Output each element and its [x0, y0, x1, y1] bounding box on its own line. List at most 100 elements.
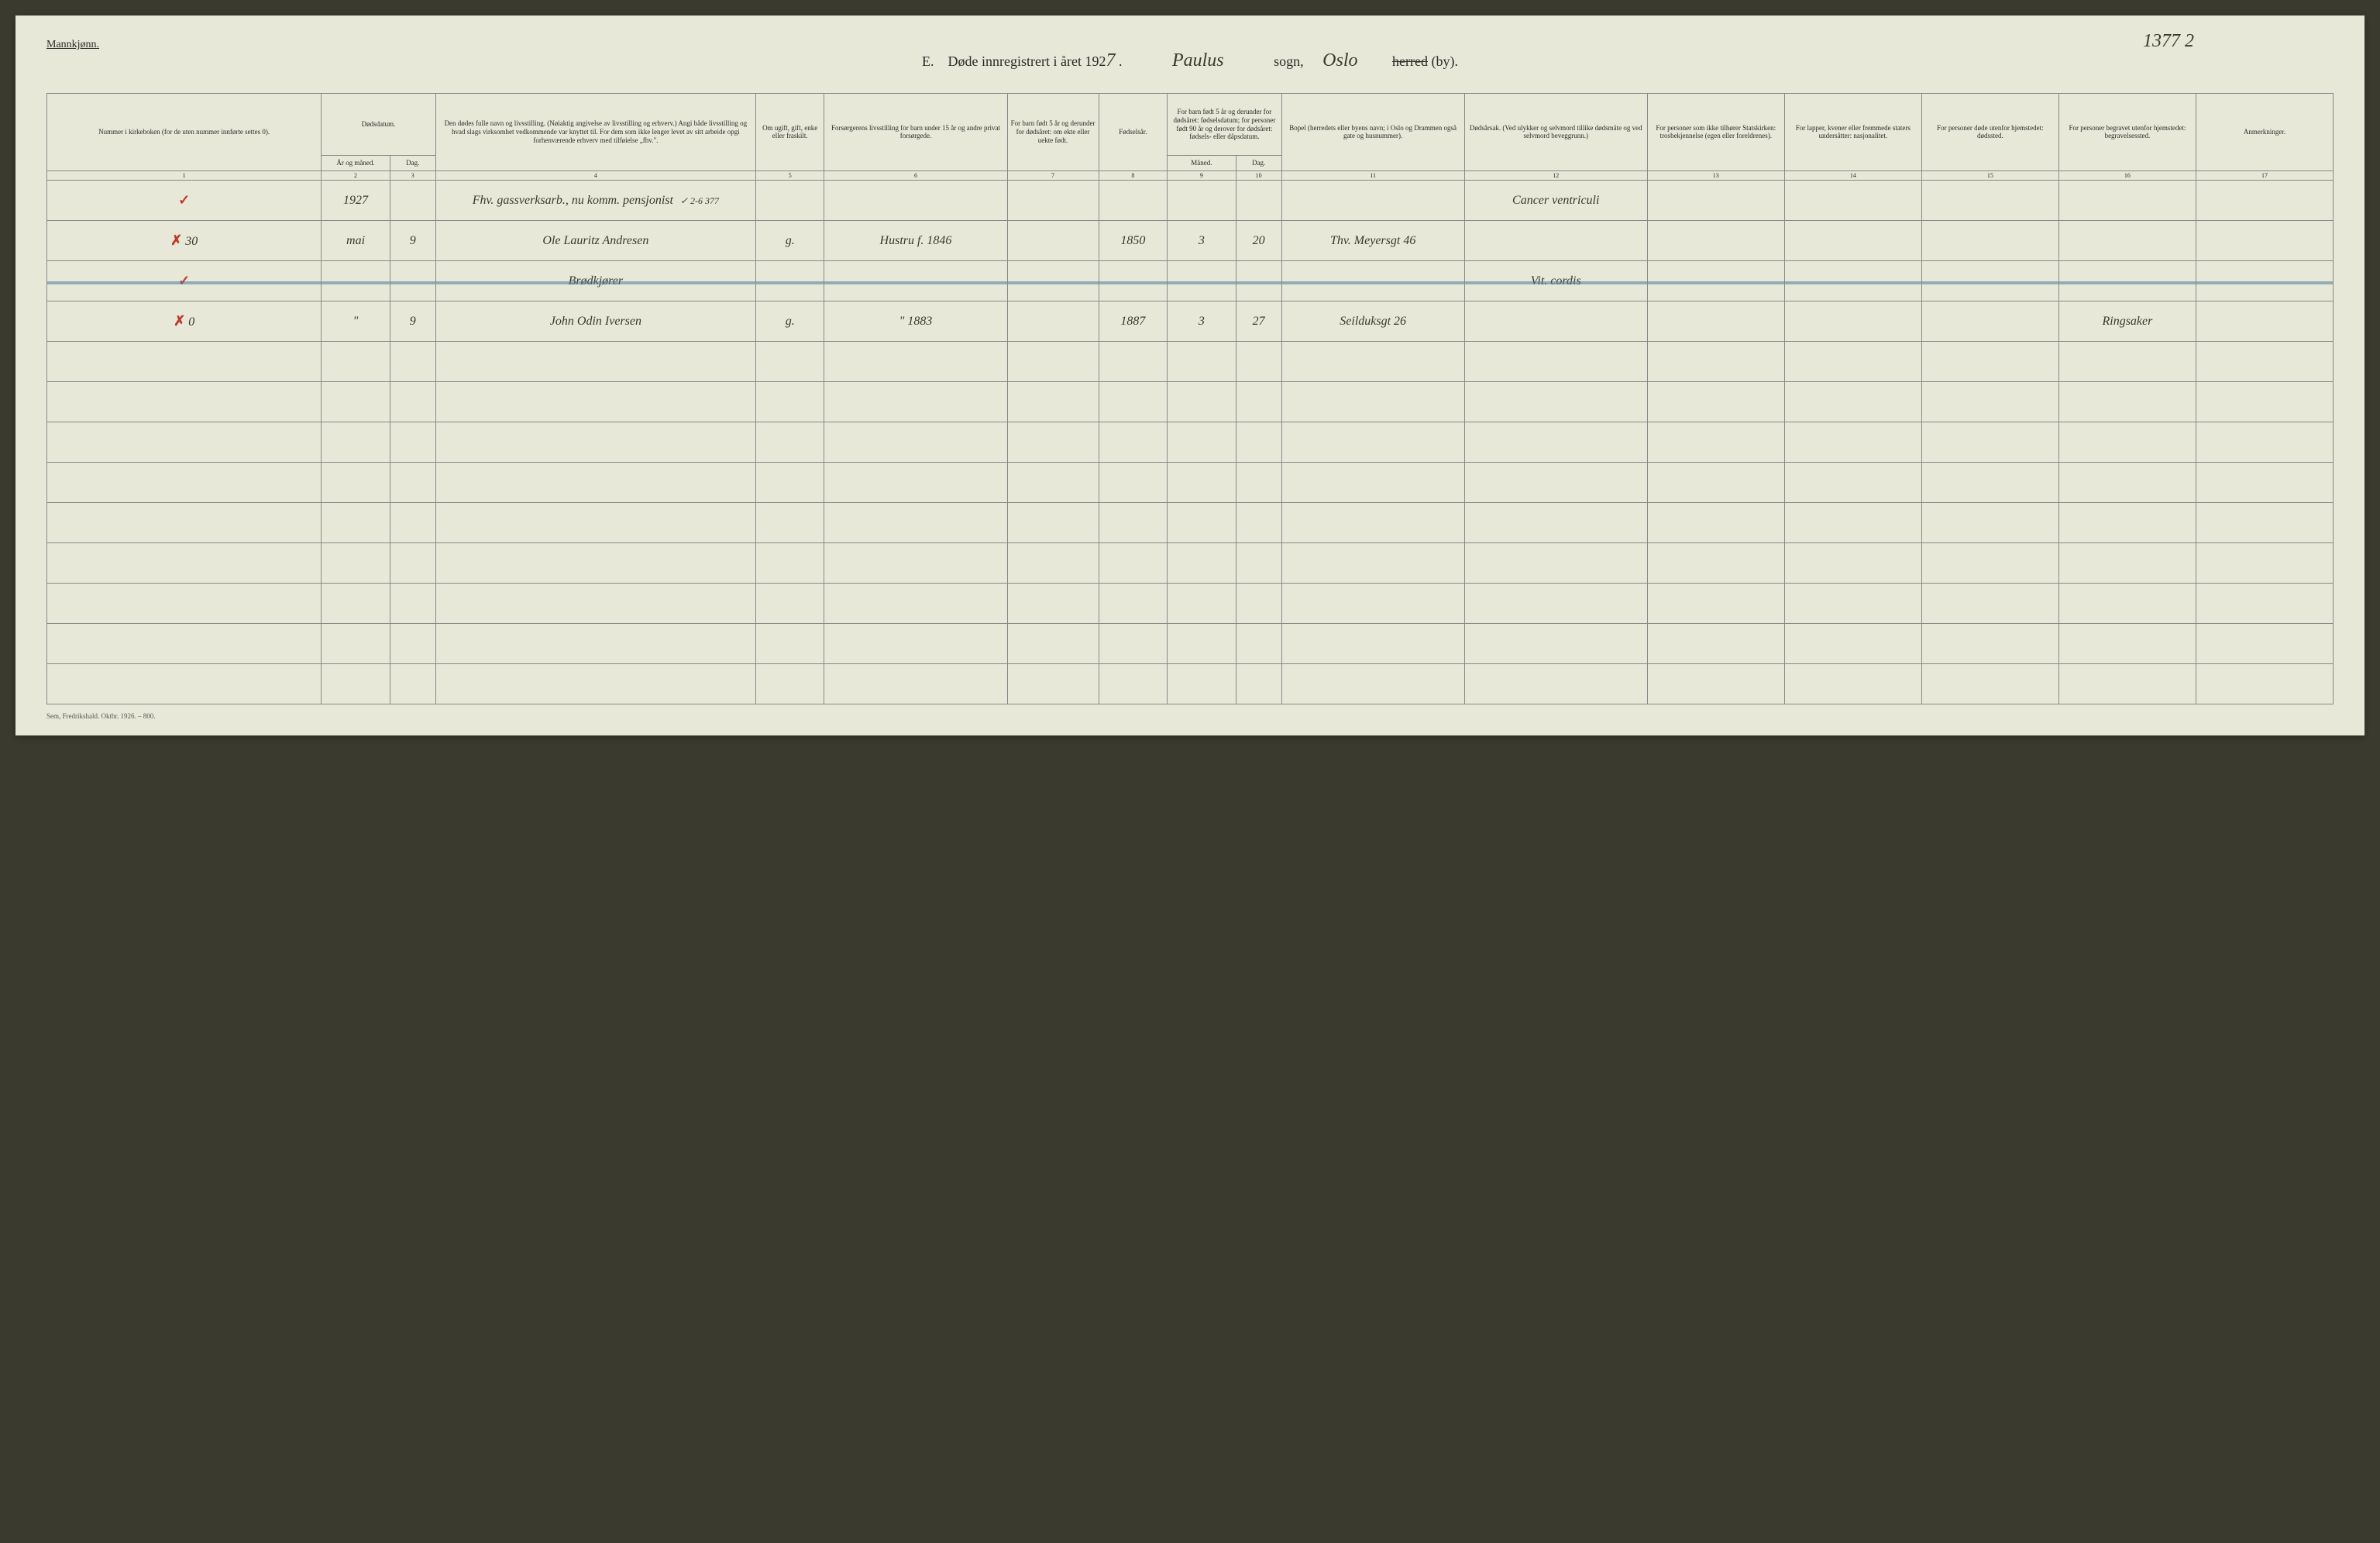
table-cell-empty [1236, 503, 1281, 543]
table-cell-empty [1921, 624, 2058, 664]
table-cell-empty [1236, 342, 1281, 382]
blue-strikethrough [1099, 281, 1168, 284]
table-cell-empty [322, 463, 390, 503]
table-cell-empty [1168, 543, 1236, 584]
title-line: E. Døde innregistrert i året 1927 . Paul… [46, 39, 2334, 71]
annotation: ✓ 2-6 377 [678, 195, 719, 206]
by-label: (by). [1431, 53, 1458, 69]
table-cell-empty [1007, 664, 1099, 704]
table-row: ✓ 1927Fhv. gassverksarb., nu komm. pensj… [47, 181, 2334, 221]
table-cell: ✓ [47, 261, 322, 301]
col-header-deathdate: Dødsdatum. [322, 94, 436, 156]
table-cell-empty [1921, 584, 2058, 624]
table-cell-empty [824, 463, 1007, 503]
table-cell-empty [1007, 503, 1099, 543]
colnum: 6 [824, 170, 1007, 181]
table-cell-empty [1784, 422, 1921, 463]
table-cell: 1887 [1099, 301, 1168, 342]
table-cell-empty [435, 624, 755, 664]
year-suffix: 7 [1106, 50, 1115, 71]
table-cell-empty [322, 624, 390, 664]
blue-strikethrough [1922, 281, 2058, 284]
table-cell: 9 [390, 301, 435, 342]
table-cell-empty [755, 422, 824, 463]
col-header-legit: For barn født 5 år og derunder for dødså… [1007, 94, 1099, 171]
col-header-religion: For personer som ikke tilhører Statskirk… [1647, 94, 1784, 171]
table-row-empty [47, 664, 2334, 704]
table-cell-empty [1007, 422, 1099, 463]
table-cell-empty [755, 584, 824, 624]
table-header: Nummer i kirkeboken (for de uten nummer … [47, 94, 2334, 181]
col-header-yearmonth: År og måned. [322, 156, 390, 171]
table-cell-empty [1647, 503, 1784, 543]
table-cell: g. [755, 301, 824, 342]
colnum: 8 [1099, 170, 1168, 181]
table-cell-empty [1168, 342, 1236, 382]
table-cell-empty [824, 664, 1007, 704]
table-cell-empty [47, 624, 322, 664]
register-table: Nummer i kirkeboken (for de uten nummer … [46, 93, 2334, 704]
table-cell-empty [1921, 422, 2058, 463]
table-cell-empty [755, 463, 824, 503]
table-cell-empty [390, 584, 435, 624]
table-cell: ✗ 30 [47, 221, 322, 261]
table-row-empty [47, 543, 2334, 584]
table-cell [1647, 181, 1784, 221]
table-cell-empty [1464, 382, 1647, 422]
table-cell [2196, 301, 2333, 342]
col-header-cause: Dødsårsak. (Ved ulykker og selvmord till… [1464, 94, 1647, 171]
table-cell-empty [2058, 664, 2196, 704]
table-cell: Thv. Meyersgt 46 [1281, 221, 1464, 261]
table-cell-empty [1236, 382, 1281, 422]
table-cell [390, 181, 435, 221]
colnum: 10 [1236, 170, 1281, 181]
table-cell-empty [1464, 543, 1647, 584]
table-cell [1099, 261, 1168, 301]
table-cell-empty [435, 584, 755, 624]
blue-strikethrough [390, 281, 435, 284]
table-cell-empty [824, 543, 1007, 584]
blue-strikethrough [1282, 281, 1464, 284]
table-cell-empty [2196, 664, 2333, 704]
table-cell-empty [1784, 584, 1921, 624]
blue-strikethrough [436, 281, 755, 284]
table-cell: " 1883 [824, 301, 1007, 342]
table-cell: Hustru f. 1846 [824, 221, 1007, 261]
col-header-number: Nummer i kirkeboken (for de uten nummer … [47, 94, 322, 171]
table-cell-empty [1784, 382, 1921, 422]
table-cell-empty [1236, 422, 1281, 463]
table-cell-empty [2058, 543, 2196, 584]
table-cell: Vit. cordis [1464, 261, 1647, 301]
table-cell-empty [47, 422, 322, 463]
table-cell-empty [755, 664, 824, 704]
table-cell: ✗ 0 [47, 301, 322, 342]
table-cell: 3 [1168, 221, 1236, 261]
col-header-provider: Forsørgerens livsstilling for barn under… [824, 94, 1007, 171]
table-cell: Seilduksgt 26 [1281, 301, 1464, 342]
table-cell-empty [2058, 422, 2196, 463]
table-cell-empty [47, 503, 322, 543]
table-cell [1007, 261, 1099, 301]
table-cell [2196, 221, 2333, 261]
check-mark: ✗ [174, 313, 185, 329]
table-cell-empty [1921, 503, 2058, 543]
table-cell-empty [322, 664, 390, 704]
table-cell-empty [1281, 624, 1464, 664]
table-cell-empty [1281, 382, 1464, 422]
table-row: ✗ 0"9John Odin Iverseng." 18831887327Sei… [47, 301, 2334, 342]
table-cell [1647, 301, 1784, 342]
table-cell-empty [1784, 463, 1921, 503]
table-cell-empty [435, 543, 755, 584]
table-cell-empty [1647, 624, 1784, 664]
table-cell [2058, 181, 2196, 221]
table-cell-empty [1168, 463, 1236, 503]
table-cell: " [322, 301, 390, 342]
table-row: ✓ BrødkjørerVit. cordis [47, 261, 2334, 301]
table-cell: ✓ [47, 181, 322, 221]
table-cell [1921, 221, 2058, 261]
colnum: 13 [1647, 170, 1784, 181]
colnum: 15 [1921, 170, 2058, 181]
table-cell-empty [1236, 463, 1281, 503]
table-cell-empty [1099, 382, 1168, 422]
table-cell-empty [1784, 624, 1921, 664]
